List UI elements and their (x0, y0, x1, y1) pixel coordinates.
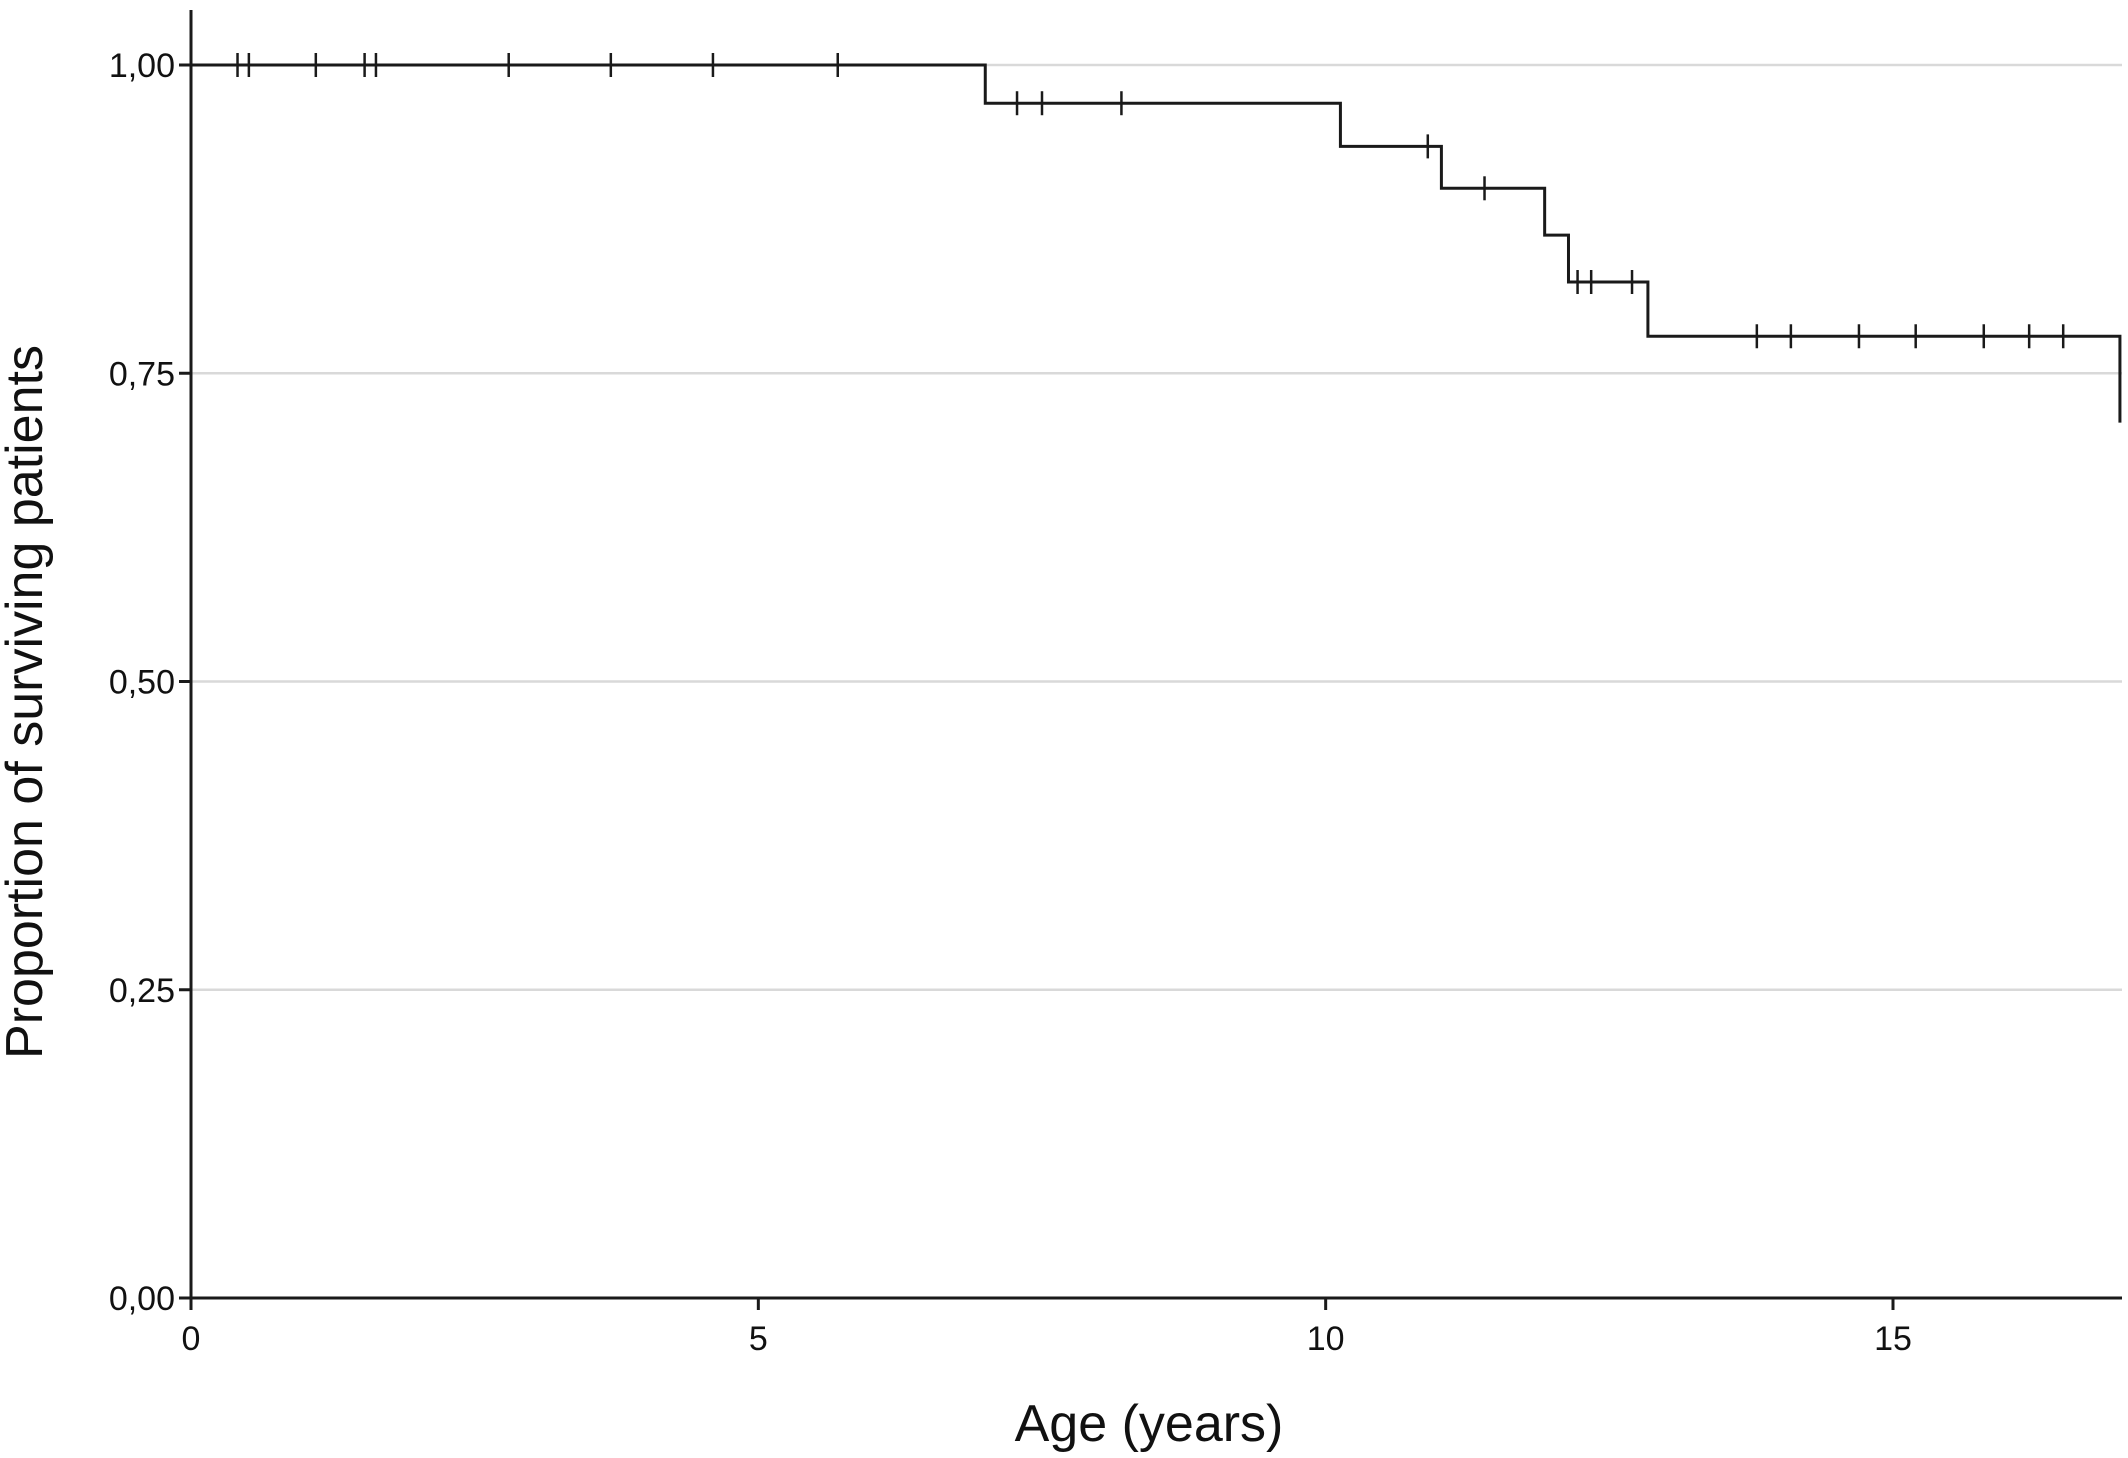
axes: 0,00 0,25 0,50 0,75 1,00 0 5 10 15 (109, 10, 2122, 1358)
y-tick-label-0: 0,00 (109, 1280, 175, 1318)
y-tick-label-2: 0,50 (109, 664, 175, 702)
y-tick-label-1: 0,25 (109, 972, 175, 1010)
x-axis-title: Age (years) (1015, 1395, 1284, 1453)
x-tick-label-1: 5 (749, 1320, 768, 1358)
x-tick-label-2: 10 (1307, 1320, 1345, 1358)
survival-series (191, 53, 2122, 423)
y-tick-label-3: 0,75 (109, 355, 175, 393)
survival-step-line-0 (191, 63, 2122, 423)
x-tick-label-3: 15 (1874, 1320, 1912, 1358)
grid-lines (191, 63, 2122, 991)
y-tick-label-4: 1,00 (109, 47, 175, 85)
x-tick-label-0: 0 (182, 1320, 201, 1358)
y-axis-title: Proportion of surviving patients (0, 345, 54, 1059)
